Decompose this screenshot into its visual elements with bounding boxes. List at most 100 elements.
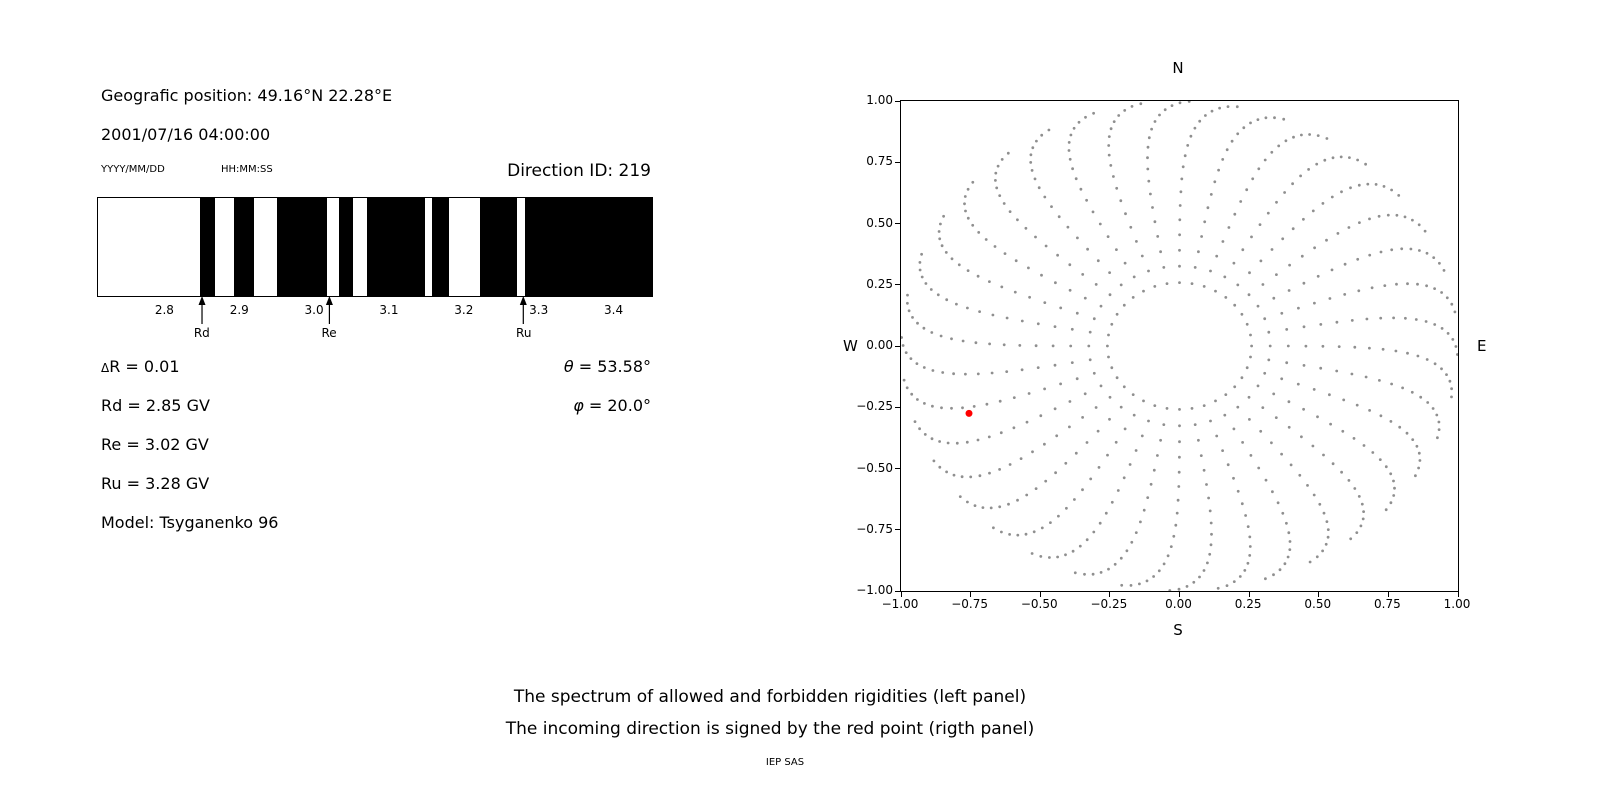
trajectory-dot [1178, 408, 1181, 411]
trajectory-dot [1325, 238, 1328, 242]
trajectory-dot [1438, 261, 1441, 265]
trajectory-dot [902, 378, 906, 382]
trajectory-dot [985, 402, 989, 406]
trajectory-dot [1064, 461, 1068, 465]
trajectory-dot [1347, 226, 1351, 229]
trajectory-dot [1202, 468, 1206, 472]
x-tick-label: −0.25 [1090, 597, 1128, 611]
trajectory-dot [931, 369, 935, 372]
trajectory-dot [1236, 405, 1240, 409]
trajectory-dot [929, 288, 933, 291]
trajectory-dot [1370, 286, 1374, 290]
trajectory-dot [1225, 584, 1229, 587]
trajectory-dot [1258, 223, 1262, 226]
trajectory-dot [1280, 311, 1284, 315]
trajectory-dot [984, 238, 988, 241]
x-tick-label: 1.00 [1443, 597, 1471, 611]
trajectory-dot [966, 306, 969, 310]
trajectory-dot [1215, 434, 1219, 438]
trajectory-dot [1056, 555, 1059, 559]
trajectory-dot [1109, 164, 1113, 167]
trajectory-dot [1328, 297, 1332, 300]
trajectory-dot [1056, 253, 1059, 257]
trajectory-dot [1433, 323, 1437, 326]
phi-value: = 20.0° [583, 396, 651, 415]
trajectory-dot [950, 257, 954, 261]
trajectory-dot [1096, 429, 1100, 433]
trajectory-dot [1358, 221, 1361, 224]
trajectory-dot [994, 171, 998, 175]
trajectory-dot [909, 357, 913, 360]
trajectory-dot [1306, 484, 1309, 487]
trajectory-dot [1246, 561, 1250, 565]
trajectory-dot [988, 471, 991, 475]
trajectory-dot [1230, 139, 1234, 143]
trajectory-dot [1398, 425, 1402, 429]
trajectory-dot [1193, 126, 1197, 130]
trajectory-dot [1142, 508, 1146, 512]
trajectory-dot [1316, 415, 1319, 419]
trajectory-dot [1200, 235, 1203, 238]
trajectory-dot [1325, 520, 1329, 523]
trajectory-dot [1072, 126, 1076, 130]
trajectory-dot [1296, 382, 1300, 386]
trajectory-dot [1054, 471, 1057, 475]
trajectory-dot [944, 251, 948, 254]
trajectory-dot [1257, 167, 1261, 171]
trajectory-dot [1187, 101, 1191, 103]
trajectory-dot [1264, 478, 1268, 482]
trajectory-dot [1371, 451, 1375, 454]
trajectory-dot [1321, 202, 1325, 205]
trajectory-dot [994, 179, 997, 182]
trajectory-dot [1383, 284, 1387, 287]
trajectory-dot [1249, 355, 1252, 359]
trajectory-dot [1247, 293, 1251, 297]
trajectory-dot [1389, 420, 1393, 423]
trajectory-dot [916, 398, 919, 401]
trajectory-dot [1418, 459, 1422, 462]
trajectory-dot [932, 459, 936, 463]
trajectory-dot [960, 475, 964, 479]
trajectory-dot [1235, 105, 1239, 109]
trajectory-dot [1448, 379, 1452, 383]
x-tick-mark [1109, 592, 1111, 597]
trajectory-dot [1074, 177, 1078, 181]
trajectory-dot [1318, 502, 1322, 506]
trajectory-dot [945, 470, 948, 474]
trajectory-dot [1019, 457, 1023, 460]
spectrum-x-tick-label: 3.4 [604, 303, 624, 317]
trajectory-dot [1180, 177, 1184, 181]
trajectory-dot [907, 309, 911, 313]
trajectory-dot [1272, 573, 1275, 577]
trajectory-dot [1083, 572, 1086, 576]
trajectory-dot [1245, 366, 1249, 370]
trajectory-dot [1053, 325, 1057, 328]
trajectory-dot [1076, 236, 1079, 240]
trajectory-dot [1393, 486, 1396, 490]
trajectory-dot [1339, 155, 1343, 159]
trajectory-dot [1129, 584, 1133, 587]
trajectory-dot [1248, 271, 1251, 275]
trajectory-dot [1071, 549, 1075, 553]
trajectory-dot [945, 298, 949, 302]
trajectory-dot [1066, 225, 1070, 229]
trajectory-dot [1057, 514, 1060, 518]
trajectory-dot [1163, 108, 1167, 112]
trajectory-dot [1068, 288, 1072, 292]
trajectory-dot [1156, 235, 1160, 238]
trajectory-dot [1357, 183, 1361, 187]
y-tick-mark [895, 406, 900, 408]
trajectory-dot [1283, 562, 1287, 566]
trajectory-dot [1236, 283, 1240, 287]
trajectory-dot [1016, 498, 1019, 502]
trajectory-dot [1129, 225, 1133, 229]
trajectory-dot [1198, 119, 1202, 123]
trajectory-dot [1215, 254, 1219, 258]
trajectory-dot [1406, 282, 1409, 286]
trajectory-dot [1008, 210, 1012, 213]
trajectory-dot [1156, 454, 1159, 457]
trajectory-dot [1304, 344, 1308, 348]
trajectory-dot [1431, 407, 1435, 410]
trajectory-dot [901, 336, 903, 339]
trajectory-dot [1096, 259, 1100, 263]
